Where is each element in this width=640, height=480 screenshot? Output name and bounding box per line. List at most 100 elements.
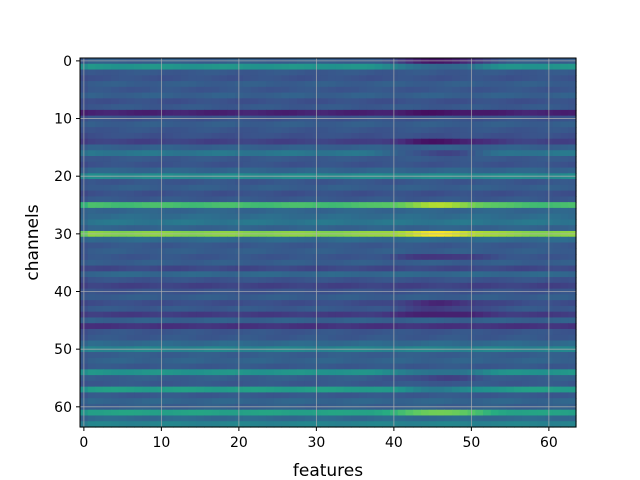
heatmap-cell: [126, 190, 135, 197]
heatmap-cell: [428, 63, 438, 71]
heatmap-cell: [196, 254, 205, 261]
heatmap-cell: [250, 167, 259, 174]
heatmap-cell: [490, 415, 500, 422]
heatmap-cell: [297, 375, 306, 382]
heatmap-cell: [180, 375, 190, 382]
heatmap-cell: [227, 323, 236, 330]
heatmap-cell: [444, 334, 453, 342]
heatmap-cell: [490, 242, 500, 249]
heatmap-cell: [459, 259, 469, 267]
heatmap-cell: [413, 167, 422, 174]
heatmap-cell: [219, 63, 228, 71]
heatmap-cell: [459, 352, 469, 359]
heatmap-cell: [498, 305, 507, 313]
heatmap-cell: [219, 213, 228, 221]
heatmap-cell: [568, 156, 577, 163]
heatmap-cell: [196, 184, 205, 192]
heatmap-cell: [111, 409, 120, 417]
heatmap-cell: [289, 69, 298, 76]
heatmap-cell: [359, 328, 368, 336]
heatmap-cell: [397, 334, 407, 342]
heatmap-cell: [529, 323, 538, 330]
heatmap-cell: [328, 236, 337, 244]
heatmap-cell: [506, 167, 515, 174]
heatmap-cell: [428, 375, 438, 382]
heatmap-cell: [165, 328, 174, 336]
heatmap-cell: [444, 161, 453, 169]
heatmap-cell: [506, 104, 515, 111]
heatmap-cell: [142, 300, 151, 307]
heatmap-cell: [413, 184, 422, 192]
heatmap-cell: [320, 161, 329, 169]
heatmap-cell: [444, 196, 453, 203]
heatmap-cell: [560, 259, 569, 267]
heatmap-cell: [498, 248, 507, 255]
heatmap-cell: [250, 398, 259, 405]
heatmap-cell: [266, 207, 275, 215]
heatmap-cell: [134, 242, 143, 249]
heatmap-cell: [87, 127, 97, 134]
heatmap-cell: [436, 300, 445, 307]
heatmap-cell: [335, 375, 345, 382]
heatmap-cell: [173, 323, 182, 330]
heatmap-cell: [397, 300, 407, 307]
heatmap-cell: [359, 92, 368, 99]
heatmap-cell: [281, 63, 290, 71]
heatmap-cell: [351, 375, 360, 382]
heatmap-cell: [490, 392, 500, 399]
heatmap-cell: [444, 109, 453, 117]
heatmap-cell: [421, 213, 430, 221]
heatmap-cell: [335, 75, 345, 82]
heatmap-cell: [366, 213, 376, 221]
heatmap-cell: [304, 357, 314, 365]
heatmap-cell: [219, 369, 228, 376]
heatmap-cell: [506, 132, 515, 140]
heatmap-cell: [405, 380, 414, 388]
heatmap-cell: [289, 392, 298, 399]
heatmap-cell: [382, 334, 391, 342]
heatmap-cell: [452, 144, 461, 151]
heatmap-cell: [366, 92, 376, 99]
heatmap-cell: [297, 69, 306, 76]
heatmap-cell: [196, 213, 205, 221]
heatmap-cell: [273, 92, 283, 99]
heatmap-cell: [475, 213, 484, 221]
heatmap-cell: [118, 334, 128, 342]
heatmap-cell: [552, 138, 562, 146]
heatmap-cell: [320, 81, 329, 88]
heatmap-cell: [242, 150, 252, 157]
heatmap-cell: [219, 254, 228, 261]
heatmap-cell: [118, 323, 128, 330]
heatmap-cell: [204, 236, 213, 244]
heatmap-cell: [95, 86, 104, 94]
heatmap-cell: [328, 277, 337, 284]
heatmap-cell: [320, 328, 329, 336]
heatmap-cell: [204, 352, 213, 359]
heatmap-cell: [521, 98, 531, 105]
heatmap-cell: [103, 369, 112, 376]
heatmap-cell: [95, 104, 104, 111]
heatmap-cell: [537, 380, 546, 388]
heatmap-cell: [552, 75, 562, 82]
heatmap-cell: [258, 352, 267, 359]
heatmap-cell: [514, 86, 523, 94]
heatmap-cell: [436, 421, 445, 428]
heatmap-cell: [204, 323, 213, 330]
heatmap-cell: [568, 196, 577, 203]
heatmap-cell: [343, 282, 352, 290]
heatmap-cell: [498, 202, 507, 209]
grid-lines: [80, 58, 576, 427]
heatmap-cell: [273, 63, 283, 71]
heatmap-cell: [537, 409, 546, 417]
heatmap-cell: [219, 334, 228, 342]
heatmap-cell: [529, 317, 538, 324]
heatmap-cell: [126, 104, 135, 111]
heatmap-cell: [359, 219, 368, 226]
heatmap-cell: [211, 311, 221, 319]
heatmap-cell: [374, 409, 383, 417]
heatmap-cell: [537, 259, 546, 267]
heatmap-cell: [320, 132, 329, 140]
heatmap-cell: [204, 81, 213, 88]
heatmap-cell: [165, 311, 174, 319]
heatmap-cell: [475, 219, 484, 226]
